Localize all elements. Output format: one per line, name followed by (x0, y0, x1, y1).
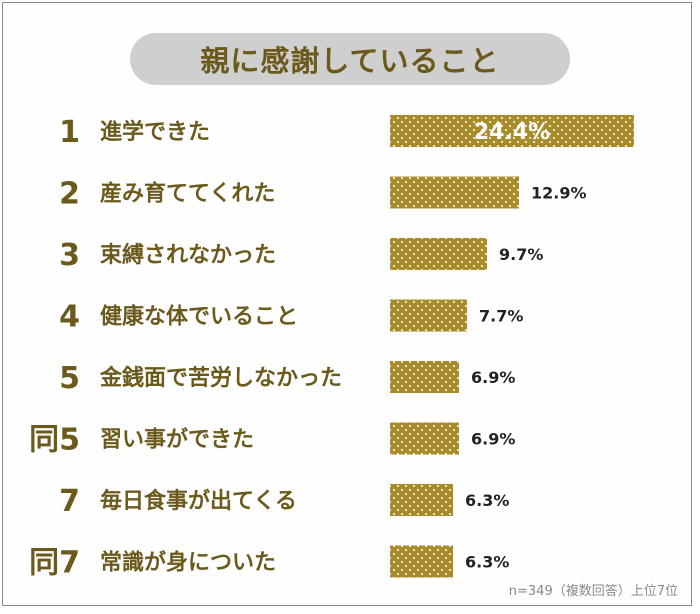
chart-frame (2, 2, 692, 606)
value-label: 6.3% (465, 491, 509, 510)
category-label: 常識が身についた (100, 550, 276, 576)
rank-number: 5 (59, 361, 80, 396)
value-label: 12.9% (531, 184, 587, 203)
rank-number: 1 (59, 115, 80, 150)
bar-texture-8 (390, 545, 453, 578)
chart-title: 親に感謝していること (130, 33, 570, 85)
category-label: 進学できた (100, 119, 210, 145)
value-label: 6.9% (471, 430, 515, 449)
sample-note: n=349（複数回答）上位7位 (508, 584, 678, 599)
rank-number: 2 (59, 177, 80, 212)
bar-texture-3 (390, 238, 487, 270)
category-label: 金銭面で苦労しなかった (99, 365, 342, 391)
bar-texture-2 (390, 176, 519, 209)
category-label: 健康な体でいること (100, 304, 298, 330)
value-label: 9.7% (499, 245, 543, 264)
rank-number: 同7 (29, 546, 80, 581)
category-label: 束縛されなかった (100, 242, 276, 268)
category-label: 毎日食事が出てくる (100, 488, 297, 514)
bar-texture-4 (390, 299, 467, 332)
value-label: 6.9% (471, 368, 515, 387)
bar-texture-5 (390, 361, 459, 393)
rank-number: 4 (59, 300, 80, 335)
bar-texture-7 (390, 484, 453, 516)
rank-number: 7 (59, 484, 80, 519)
rank-number: 同5 (29, 423, 80, 458)
rank-number: 3 (59, 238, 80, 273)
value-label: 24.4% (474, 120, 550, 145)
bar-texture-1 (390, 115, 634, 147)
value-label: 7.7% (479, 307, 523, 326)
bar-texture-6 (390, 422, 459, 455)
category-label: 習い事ができた (100, 427, 254, 453)
value-label: 6.3% (465, 553, 509, 572)
category-label: 産み育ててくれた (100, 181, 275, 207)
